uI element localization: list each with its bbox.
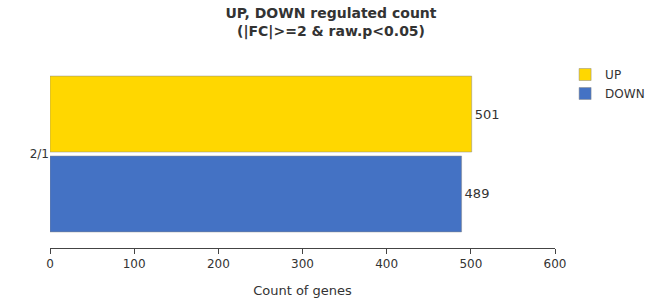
svg-text:UP: UP	[605, 68, 621, 82]
svg-text:DOWN: DOWN	[605, 87, 645, 101]
svg-text:600: 600	[544, 257, 567, 271]
svg-text:2/1: 2/1	[30, 147, 49, 161]
svg-text:400: 400	[375, 257, 398, 271]
svg-text:Count of genes: Count of genes	[253, 283, 352, 298]
svg-text:489: 489	[465, 186, 490, 201]
svg-text:200: 200	[207, 257, 230, 271]
svg-text:0: 0	[46, 257, 54, 271]
svg-text:300: 300	[291, 257, 314, 271]
svg-text:500: 500	[459, 257, 482, 271]
svg-text:UP, DOWN regulated count(|FC|>: UP, DOWN regulated count(|FC|>=2 & raw.p…	[225, 5, 436, 40]
svg-text:100: 100	[123, 257, 146, 271]
svg-text:501: 501	[475, 107, 500, 122]
